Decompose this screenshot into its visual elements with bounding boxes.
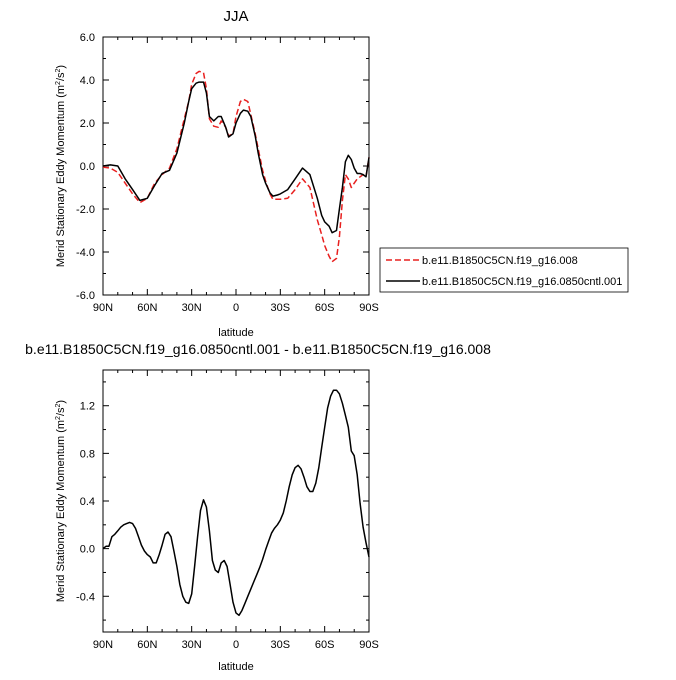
legend-box xyxy=(379,247,629,293)
top-y-tick-label: -4.0 xyxy=(76,247,95,259)
top-y-tick-label: -2.0 xyxy=(76,204,95,216)
bottom-x-tick-label: 60S xyxy=(315,639,335,651)
top-tick-group: 90N 60N 30N 0 30S 60S 90S -6.0 -4.0 -2.0 0.0 2.0 4.0… xyxy=(76,32,379,314)
top-panel: JJA 90N 60N 30N 0 30S 60S 90S -6.0 -4.0 -2.0 0.0 2.… xyxy=(55,8,629,339)
bottom-x-tick-label: 90N xyxy=(93,639,113,651)
bottom-y-tick-label: 0.8 xyxy=(80,448,95,460)
top-x-tick-label: 90S xyxy=(359,302,379,314)
bottom-y-axis-label-main: Merid Stationary Eddy Momentum (m xyxy=(55,420,67,602)
bottom-x-tick-label: 30S xyxy=(271,639,291,651)
top-x-tick-label: 0 xyxy=(233,302,239,314)
bottom-y-axis-label: Merid Stationary Eddy Momentum (m2/s2) xyxy=(55,400,67,602)
bottom-x-tick-label: 60N xyxy=(137,639,157,651)
top-x-axis-label: latitude xyxy=(218,327,253,339)
bottom-series-group xyxy=(102,389,370,617)
bottom-y-axis-label-sup2: 2 xyxy=(55,403,62,407)
top-x-tick-label: 30S xyxy=(271,302,291,314)
bottom-panel: b.e11.B1850C5CN.f19_g16.0850cntl.001 - b… xyxy=(25,341,491,673)
bottom-y-axis-label-sup1: 2 xyxy=(55,416,62,420)
top-y-axis-label-end: ) xyxy=(55,65,67,69)
top-x-tick-label: 90N xyxy=(93,302,113,314)
bottom-y-tick-label: 0.4 xyxy=(80,496,95,508)
bottom-x-tick-label: 30N xyxy=(182,639,202,651)
bottom-y-axis-label-end: ) xyxy=(55,400,67,404)
bottom-y-tick-label: 1.2 xyxy=(80,401,95,413)
top-y-axis-label-sup1: 2 xyxy=(55,81,62,85)
bottom-x-tick-label: 90S xyxy=(359,639,379,651)
top-y-axis-label-mid: /s xyxy=(55,72,67,81)
bottom-x-tick-label: 0 xyxy=(233,639,239,651)
legend: b.e11.B1850C5CN.f19_g16.008 b.e11.B1850C… xyxy=(379,247,629,293)
bottom-tick-group: 90N 60N 30N 0 30S 60S 90S -0.4 0.0 0.4 0.8 1.2 xyxy=(76,370,379,651)
top-y-axis-label-sup2: 2 xyxy=(55,68,62,72)
bottom-plot-frame xyxy=(102,369,370,633)
bottom-x-axis-label: latitude xyxy=(218,661,253,673)
top-y-tick-label: 6.0 xyxy=(80,32,95,44)
legend-label-1: b.e11.B1850C5CN.f19_g16.008 xyxy=(422,255,578,267)
top-series-group xyxy=(102,70,370,263)
bottom-title: b.e11.B1850C5CN.f19_g16.0850cntl.001 - b… xyxy=(25,341,491,357)
top-series-line-1 xyxy=(102,70,370,263)
bottom-y-axis-label-mid: /s xyxy=(55,407,67,416)
legend-label-2: b.e11.B1850C5CN.f19_g16.0850cntl.001 xyxy=(422,276,622,288)
bottom-y-tick-label: 0.0 xyxy=(80,544,95,556)
top-x-tick-label: 60N xyxy=(137,302,157,314)
top-y-tick-label: -6.0 xyxy=(76,290,95,302)
top-x-tick-label: 30N xyxy=(182,302,202,314)
top-series-line-2 xyxy=(102,81,370,234)
top-y-tick-label: 4.0 xyxy=(80,75,95,87)
bottom-y-tick-label: -0.4 xyxy=(76,591,95,603)
top-x-tick-label: 60S xyxy=(315,302,335,314)
top-y-tick-label: 0.0 xyxy=(80,161,95,173)
top-y-axis-label-main: Merid Stationary Eddy Momentum (m xyxy=(55,85,67,267)
top-y-axis-label: Merid Stationary Eddy Momentum (m2/s2) xyxy=(55,65,67,267)
bottom-series-line-1 xyxy=(102,389,370,617)
top-title: JJA xyxy=(223,8,248,25)
top-y-tick-label: 2.0 xyxy=(80,118,95,130)
